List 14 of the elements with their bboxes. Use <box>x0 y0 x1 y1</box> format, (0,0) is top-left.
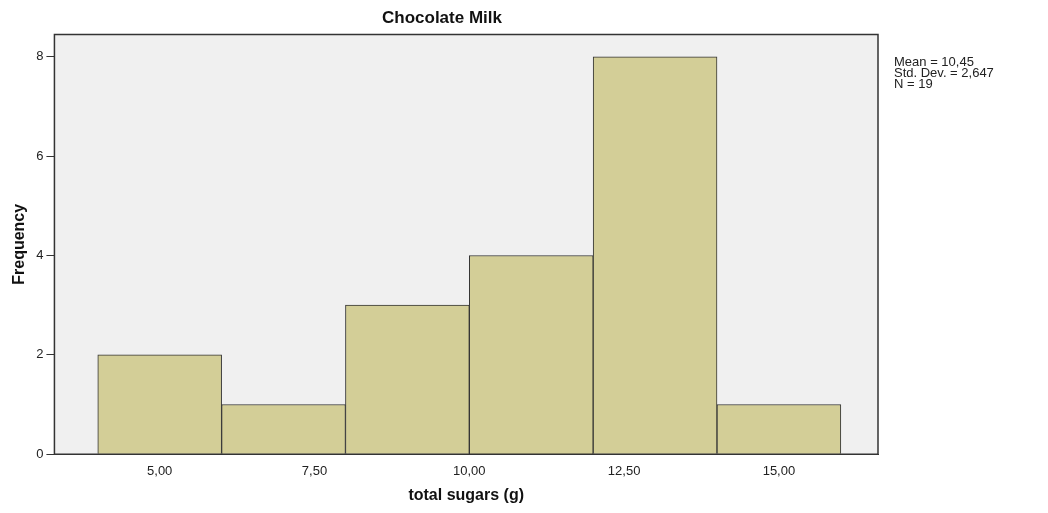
y-tick-label: 0 <box>36 445 44 461</box>
x-tick-label: 12,50 <box>607 462 641 478</box>
x-tick-label: 7,50 <box>301 462 328 478</box>
y-axis-title: Frequency <box>10 203 28 285</box>
y-tick-label: 4 <box>36 247 44 263</box>
x-tick-label: 10,00 <box>453 462 486 478</box>
text: N = 19 <box>894 76 933 92</box>
chart-title: Chocolate Milk <box>382 7 503 27</box>
y-tick-label: 8 <box>36 48 44 64</box>
x-axis-title: total sugars (g) <box>408 485 524 503</box>
x-tick-label: 15,00 <box>762 462 796 478</box>
y-tick-label: 2 <box>36 346 44 362</box>
y-tick-label: 6 <box>36 147 44 163</box>
x-tick-label: 5,00 <box>147 462 173 478</box>
